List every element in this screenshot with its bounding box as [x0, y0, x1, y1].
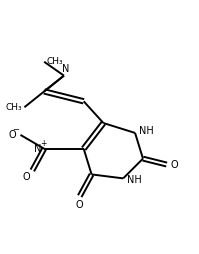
Text: O: O — [76, 200, 84, 210]
Text: NH: NH — [127, 175, 142, 185]
Text: −: − — [12, 125, 19, 134]
Text: N: N — [34, 144, 41, 154]
Text: N: N — [62, 64, 70, 74]
Text: O: O — [23, 172, 30, 182]
Text: CH₃: CH₃ — [46, 57, 63, 66]
Text: +: + — [40, 139, 46, 148]
Text: O: O — [171, 160, 178, 170]
Text: NH: NH — [139, 126, 154, 136]
Text: O: O — [9, 130, 17, 140]
Text: CH₃: CH₃ — [6, 103, 22, 112]
